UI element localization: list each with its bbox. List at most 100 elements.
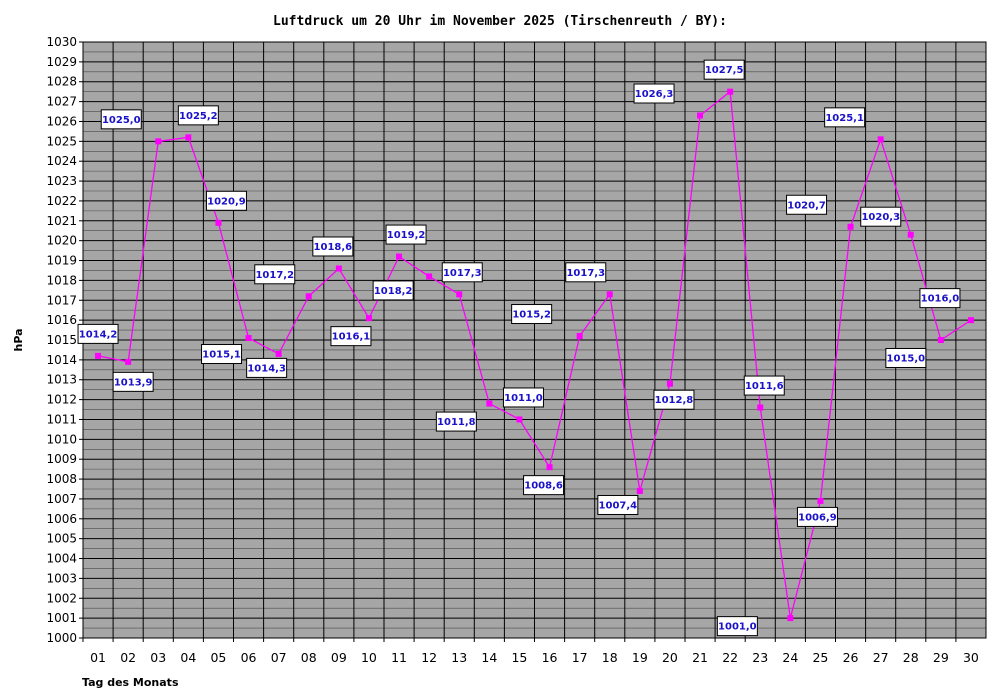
grid-lines bbox=[82, 41, 987, 639]
data-point bbox=[396, 253, 403, 260]
x-tick-label: 27 bbox=[873, 650, 889, 665]
y-tick-label: 1020 bbox=[46, 234, 77, 248]
data-label-box bbox=[254, 264, 296, 285]
data-label-box bbox=[633, 83, 675, 104]
data-label-box bbox=[372, 280, 414, 301]
x-tick-label: 30 bbox=[963, 650, 979, 665]
data-label: 1013,9 bbox=[112, 371, 154, 392]
data-label-text: 1018,2 bbox=[374, 286, 413, 297]
data-point bbox=[365, 315, 372, 322]
data-label: 1017,2 bbox=[254, 264, 296, 285]
data-label: 1019,2 bbox=[385, 224, 427, 245]
y-axis-title: hPa bbox=[12, 328, 25, 351]
data-label-box bbox=[330, 326, 372, 347]
x-tick-label: 11 bbox=[391, 650, 407, 665]
data-label: 1015,1 bbox=[201, 344, 243, 365]
data-point bbox=[757, 404, 764, 411]
x-tick-label: 21 bbox=[692, 650, 708, 665]
y-tick-label: 1025 bbox=[46, 134, 77, 148]
y-tick-label: 1009 bbox=[46, 452, 77, 466]
data-point bbox=[245, 335, 252, 342]
data-point bbox=[907, 231, 914, 238]
y-tick-label: 1022 bbox=[46, 194, 77, 208]
data-label-text: 1007,4 bbox=[599, 500, 638, 511]
y-tick-label: 1023 bbox=[46, 174, 77, 188]
data-label-box bbox=[246, 357, 288, 378]
y-tick-label: 1028 bbox=[46, 75, 77, 89]
y-tick-label: 1013 bbox=[46, 373, 77, 387]
x-tick-label: 07 bbox=[271, 650, 287, 665]
data-label-text: 1015,0 bbox=[887, 354, 926, 365]
x-tick-label: 19 bbox=[632, 650, 648, 665]
data-label: 1025,2 bbox=[177, 105, 219, 126]
data-point bbox=[95, 352, 102, 359]
y-tick-label: 1005 bbox=[46, 532, 77, 546]
x-tick-label: 04 bbox=[180, 650, 196, 665]
x-tick-label: 16 bbox=[542, 650, 558, 665]
data-label-box bbox=[919, 288, 961, 309]
data-label-text: 1017,3 bbox=[566, 268, 605, 279]
data-point bbox=[576, 333, 583, 340]
y-tick-label: 1006 bbox=[46, 512, 77, 526]
x-tick-label: 15 bbox=[511, 650, 527, 665]
x-tick-label: 01 bbox=[90, 650, 106, 665]
data-point bbox=[155, 138, 162, 145]
data-label-box bbox=[565, 262, 607, 283]
data-label: 1020,9 bbox=[205, 190, 247, 211]
data-label-box bbox=[885, 348, 927, 368]
data-label-box bbox=[201, 344, 243, 365]
data-point bbox=[516, 416, 523, 423]
y-tick-label: 1010 bbox=[46, 432, 77, 446]
y-tick-label: 1030 bbox=[46, 35, 77, 49]
data-label-text: 1018,6 bbox=[314, 242, 353, 253]
y-tick-label: 1026 bbox=[46, 114, 77, 128]
data-label-box bbox=[653, 389, 695, 410]
x-tick-label: 25 bbox=[812, 650, 828, 665]
data-label: 1027,5 bbox=[703, 59, 745, 80]
data-label: 1011,0 bbox=[502, 387, 544, 408]
data-label: 1014,2 bbox=[77, 323, 119, 344]
data-point bbox=[335, 265, 342, 272]
data-label-box bbox=[441, 262, 483, 283]
x-tick-label: 10 bbox=[361, 650, 377, 665]
y-tick-label: 1027 bbox=[46, 95, 77, 109]
data-point bbox=[636, 487, 643, 494]
y-tick-label: 1004 bbox=[46, 552, 77, 566]
data-point bbox=[546, 464, 553, 471]
data-label: 1017,3 bbox=[565, 262, 607, 283]
y-tick-label: 1021 bbox=[46, 214, 77, 228]
data-label-box bbox=[597, 494, 639, 515]
data-label-box bbox=[511, 304, 553, 325]
data-label-text: 1011,8 bbox=[437, 417, 476, 428]
data-label-text: 1013,9 bbox=[114, 377, 153, 388]
data-label-text: 1015,1 bbox=[202, 350, 241, 361]
data-point bbox=[937, 337, 944, 343]
y-tick-label: 1003 bbox=[46, 571, 77, 585]
data-point bbox=[877, 136, 884, 143]
data-point bbox=[817, 497, 824, 504]
data-point bbox=[787, 615, 794, 622]
series-line bbox=[97, 90, 972, 619]
data-label: 1026,3 bbox=[633, 83, 675, 104]
x-tick-label: 13 bbox=[451, 650, 467, 665]
data-point bbox=[697, 112, 704, 119]
data-label-text: 1027,5 bbox=[705, 65, 744, 76]
data-label-box bbox=[824, 107, 866, 128]
data-label-box bbox=[703, 59, 745, 80]
data-label-text: 1008,6 bbox=[524, 481, 563, 492]
data-point bbox=[275, 350, 282, 357]
x-tick-label: 09 bbox=[331, 650, 347, 665]
x-tick-label: 23 bbox=[752, 650, 768, 665]
y-axis-ticks: 1000 1001 1002 1003 1004 1005 1006 1007 1008 1009… bbox=[46, 35, 83, 645]
y-tick-label: 1008 bbox=[46, 472, 77, 486]
y-tick-label: 1000 bbox=[46, 631, 77, 645]
data-point bbox=[456, 291, 463, 298]
x-axis-ticks: 01 02 03 04 05 06 07 08 09 10 11 12 13 14 15 16 17 18 19 20… bbox=[82, 638, 979, 665]
y-tick-label: 1019 bbox=[46, 254, 77, 268]
data-label-text: 1017,3 bbox=[443, 268, 482, 279]
data-point bbox=[125, 358, 132, 365]
data-label-box bbox=[112, 371, 154, 392]
data-labels: 1014,2 1013,9 1025,0 1025,2 1020,9 1015,1 1014… bbox=[77, 59, 961, 637]
data-label: 1001,0 bbox=[716, 616, 758, 637]
